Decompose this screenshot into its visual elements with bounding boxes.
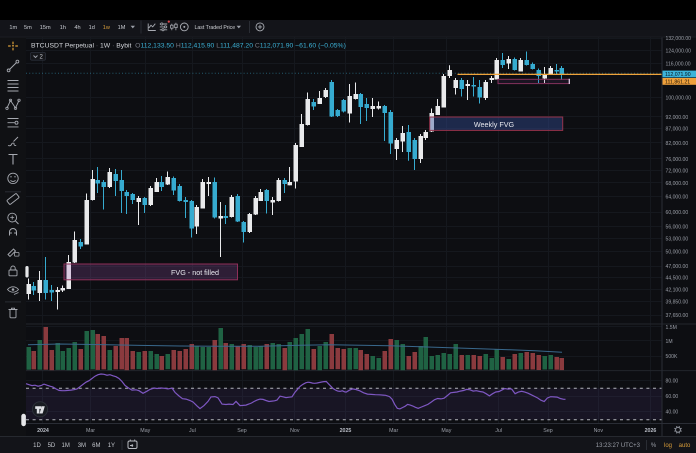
svg-text:%: % xyxy=(651,443,657,449)
svg-text:2025: 2025 xyxy=(340,428,352,434)
svg-text:44,500.00: 44,500.00 xyxy=(666,276,689,282)
svg-text:2024: 2024 xyxy=(37,428,49,434)
svg-text:92,000.00: 92,000.00 xyxy=(666,115,689,121)
svg-text:68,000.00: 68,000.00 xyxy=(666,181,689,187)
svg-text:1D: 1D xyxy=(33,443,41,449)
svg-text:1m: 1m xyxy=(9,25,17,31)
svg-text:Jul: Jul xyxy=(495,428,502,434)
svg-text:Nov: Nov xyxy=(594,428,604,434)
svg-text:124,000.00: 124,000.00 xyxy=(666,48,692,54)
svg-text:Weekly FVG: Weekly FVG xyxy=(474,120,515,129)
svg-text:5m: 5m xyxy=(24,25,32,31)
svg-text:May: May xyxy=(441,428,451,434)
svg-text:80.00: 80.00 xyxy=(666,378,679,384)
svg-text:log: log xyxy=(664,443,672,449)
svg-text:132,000.00: 132,000.00 xyxy=(666,36,692,42)
svg-text:50,000.00: 50,000.00 xyxy=(666,250,689,256)
svg-text:1h: 1h xyxy=(60,25,66,31)
svg-text:64,000.00: 64,000.00 xyxy=(666,194,689,200)
svg-text:42,100.00: 42,100.00 xyxy=(666,288,689,294)
svg-text:111,861.21: 111,861.21 xyxy=(665,79,690,85)
svg-text:53,000.00: 53,000.00 xyxy=(666,236,689,242)
svg-text:60.00: 60.00 xyxy=(666,394,679,400)
svg-text:76,000.00: 76,000.00 xyxy=(666,157,689,163)
svg-text:72,000.00: 72,000.00 xyxy=(666,168,689,174)
svg-text:2026: 2026 xyxy=(645,428,657,434)
svg-text:60,000.00: 60,000.00 xyxy=(666,210,689,216)
svg-text:1M: 1M xyxy=(118,25,126,31)
svg-text:FVG - not filled: FVG - not filled xyxy=(171,268,219,277)
svg-text:1.5M: 1.5M xyxy=(666,325,677,331)
svg-text:2: 2 xyxy=(40,55,44,61)
svg-text:40.00: 40.00 xyxy=(666,410,679,416)
svg-text:Sep: Sep xyxy=(237,428,246,434)
svg-text:100,000.00: 100,000.00 xyxy=(666,96,692,102)
svg-text:Mar: Mar xyxy=(86,428,95,434)
svg-text:auto: auto xyxy=(679,443,691,449)
svg-text:112,071.90: 112,071.90 xyxy=(665,72,691,78)
svg-text:May: May xyxy=(140,428,150,434)
svg-text:1M: 1M xyxy=(62,443,70,449)
svg-text:4h: 4h xyxy=(74,25,80,31)
svg-text:1M: 1M xyxy=(666,339,673,345)
svg-text:1d: 1d xyxy=(89,25,95,31)
svg-text:6M: 6M xyxy=(92,443,100,449)
svg-text:Last Traded Price: Last Traded Price xyxy=(195,25,236,31)
svg-text:1w: 1w xyxy=(103,25,111,31)
svg-text:1Y: 1Y xyxy=(108,443,115,449)
svg-text:Sep: Sep xyxy=(543,428,552,434)
svg-text:5D: 5D xyxy=(48,443,56,449)
svg-text:13:23:27 UTC+3: 13:23:27 UTC+3 xyxy=(596,443,641,449)
svg-text:56,000.00: 56,000.00 xyxy=(666,224,689,230)
svg-text:37,650.00: 37,650.00 xyxy=(666,313,689,319)
svg-text:39,850.00: 39,850.00 xyxy=(666,300,689,306)
svg-text:87,000.00: 87,000.00 xyxy=(666,126,689,132)
svg-text:Jul: Jul xyxy=(189,428,196,434)
svg-text:Nov: Nov xyxy=(290,428,300,434)
svg-text:3M: 3M xyxy=(78,443,86,449)
svg-text:BTCUSDT Perpetual · 1W · Bybit: BTCUSDT Perpetual · 1W · Bybit O112,133.… xyxy=(31,43,346,50)
svg-text:Mar: Mar xyxy=(389,428,398,434)
svg-text:82,000.00: 82,000.00 xyxy=(666,141,689,147)
svg-text:15m: 15m xyxy=(40,25,51,31)
svg-text:500K: 500K xyxy=(666,354,678,360)
svg-text:116,000.00: 116,000.00 xyxy=(666,62,691,68)
svg-text:47,000.00: 47,000.00 xyxy=(666,264,689,270)
